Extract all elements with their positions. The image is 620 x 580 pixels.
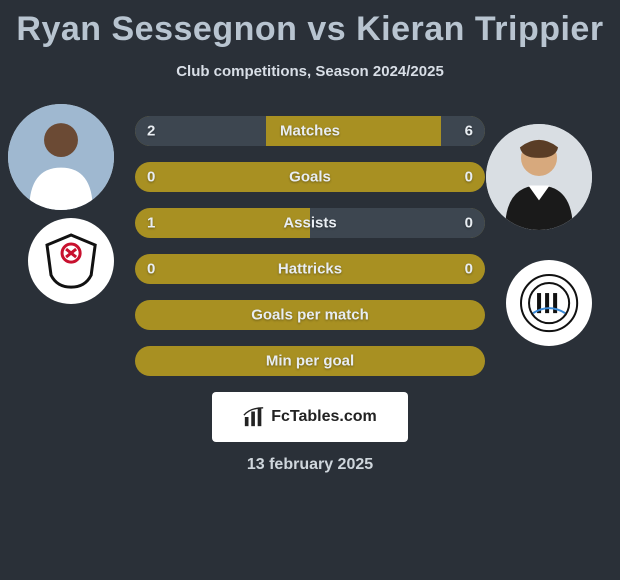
bar-chart-icon [243, 406, 265, 428]
brand-text: FcTables.com [271, 408, 377, 426]
stat-value-right: 0 [465, 261, 473, 278]
stat-row: Min per goal [135, 346, 485, 376]
stat-label: Goals [289, 169, 331, 186]
player-right-avatar [486, 124, 592, 230]
player-avatar-icon [486, 124, 592, 230]
stat-label: Goals per match [251, 307, 369, 324]
page-title: Ryan Sessegnon vs Kieran Trippier [0, 0, 620, 49]
club-crest-icon [519, 273, 579, 333]
player-avatar-icon [8, 104, 114, 210]
stat-label: Assists [283, 215, 336, 232]
stat-value-right: 6 [465, 123, 473, 140]
stat-value-right: 0 [465, 169, 473, 186]
stat-value-left: 2 [147, 123, 155, 140]
stat-bars: Matches26Goals00Assists10Hattricks00Goal… [135, 108, 485, 376]
footer-date: 13 february 2025 [0, 456, 620, 474]
stat-label: Min per goal [266, 353, 354, 370]
stat-row: Matches 2 6 [135, 116, 485, 146]
club-crest-icon [41, 231, 101, 291]
player-left-club-crest [28, 218, 114, 304]
stat-value-right: 0 [465, 215, 473, 232]
player-left-avatar [8, 104, 114, 210]
stat-value-left: 0 [147, 169, 155, 186]
stat-label: Matches [280, 123, 340, 140]
brand-badge: FcTables.com [212, 392, 408, 442]
stat-row: Hattricks 0 0 [135, 254, 485, 284]
stat-row: Goals per match [135, 300, 485, 330]
stat-value-left: 1 [147, 215, 155, 232]
stat-label: Hattricks [278, 261, 342, 278]
subtitle: Club competitions, Season 2024/2025 [0, 63, 620, 80]
player-right-club-crest [506, 260, 592, 346]
stat-row: Goals 0 0 [135, 162, 485, 192]
stat-row: Assists 1 0 [135, 208, 485, 238]
stat-value-left: 0 [147, 261, 155, 278]
stat-right-empty [441, 116, 485, 146]
comparison-content: Matches26Goals00Assists10Hattricks00Goal… [0, 108, 620, 474]
